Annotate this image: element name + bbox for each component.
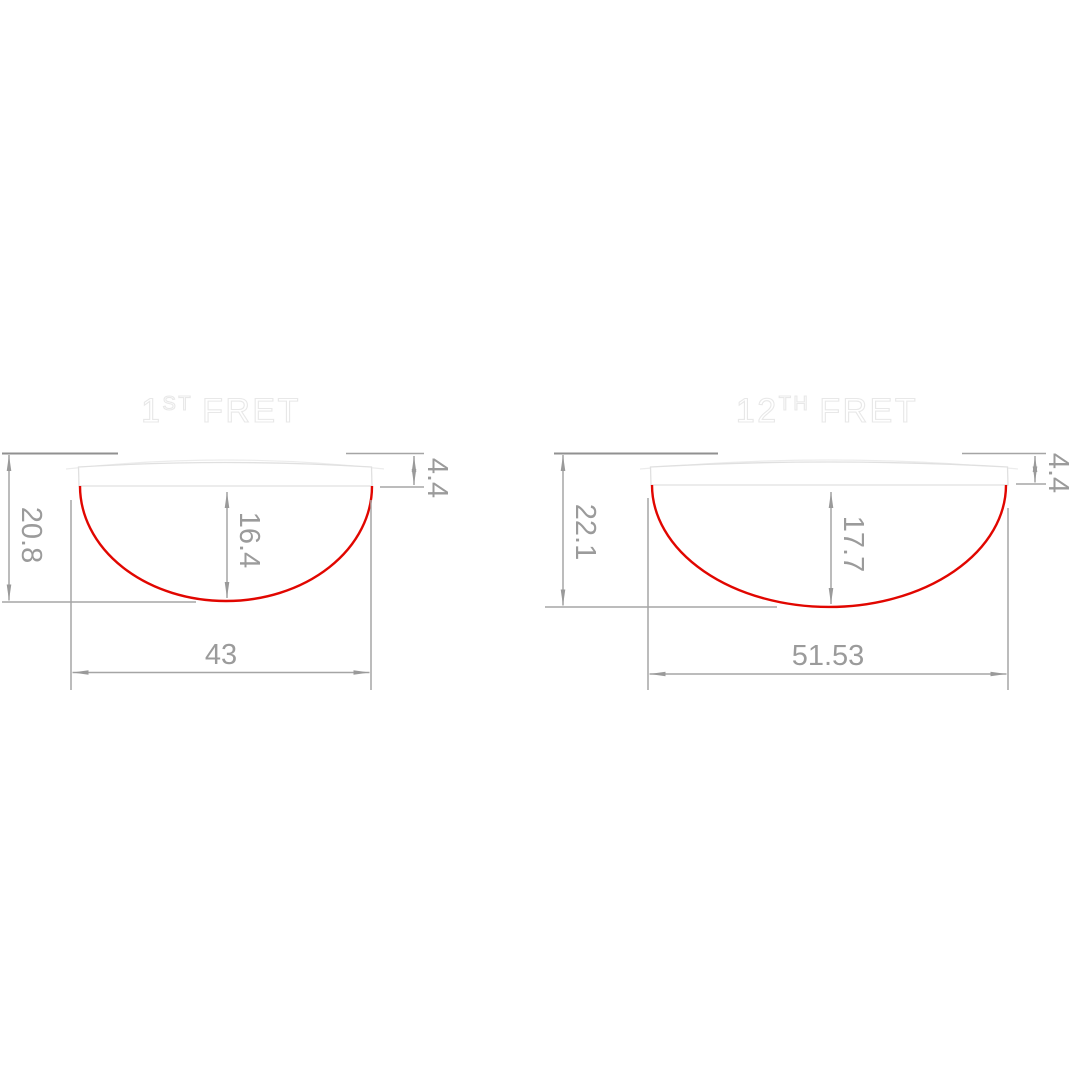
fret1-fretboard-slab (77, 461, 373, 487)
fret12-title-number: 12 (736, 392, 779, 430)
fret1-title: 1ST FRET (141, 392, 301, 430)
dimension-label-board-thickness: 4.4 (1042, 453, 1074, 493)
fret1-title-number: 1 (141, 392, 162, 430)
dimension-label-total-depth: 20.8 (15, 507, 47, 563)
fret1-neck-profile-curve (78, 485, 374, 603)
fret12-title-word: FRET (819, 392, 918, 430)
dimension-label-board-thickness: 4.4 (421, 458, 453, 498)
fret12-fretboard-slab (649, 461, 1009, 486)
dimension-label-total-depth: 22.1 (569, 504, 601, 560)
fret12-dim-total-depth: 22.1 (545, 452, 777, 608)
fret12-title: 12TH FRET (736, 392, 918, 430)
dimension-label-width: 43 (205, 639, 237, 671)
fret12-neck-profile-curve (650, 484, 1008, 609)
fret1-dim-total-depth: 20.8 (2, 452, 196, 603)
fret1-title-word: FRET (202, 392, 301, 430)
fret1-dim-board-thickness: 4.4 (346, 452, 453, 498)
fret12-dim-neck-depth: 17.7 (828, 492, 869, 604)
fret12-title-ordinal: TH (779, 393, 811, 415)
dimension-label-neck-depth: 17.7 (837, 516, 869, 572)
fret1-title-ordinal: ST (163, 393, 194, 415)
fret12-dim-board-thickness: 4.4 (962, 452, 1074, 493)
dimension-label-width: 51.53 (792, 640, 865, 672)
diagram-fret12: 12TH FRET 22.1 17.7 4.4 51.53 (545, 391, 1074, 690)
dimension-label-neck-depth: 16.4 (233, 512, 265, 568)
diagram-fret1: 1ST FRET 20.8 16.4 4.4 (2, 391, 453, 690)
fret1-dim-neck-depth: 16.4 (224, 492, 265, 598)
fret12-dim-width: 51.53 (647, 498, 1009, 690)
fret1-dim-width: 43 (70, 500, 372, 690)
